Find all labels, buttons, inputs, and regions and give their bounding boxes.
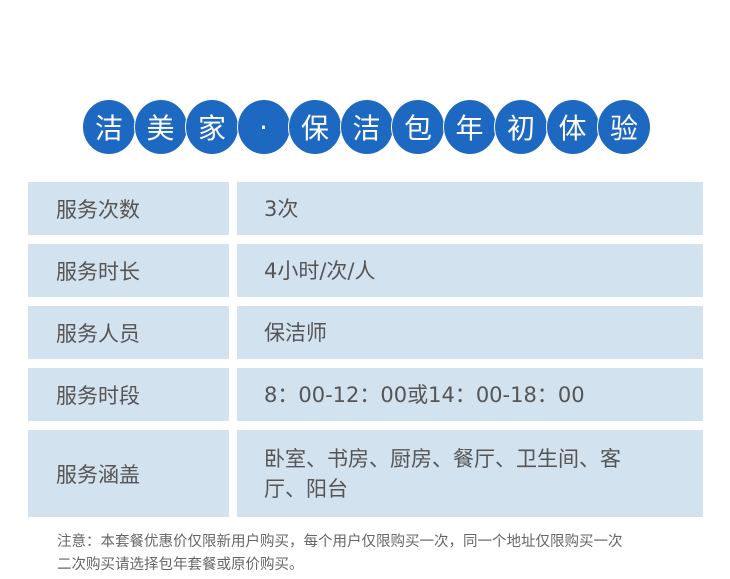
row-value: 保洁师 [237, 306, 703, 359]
title-char: 包 [391, 99, 445, 155]
row-value: 8：00-12：00或14：00-18：00 [237, 368, 703, 421]
table-row: 服务涵盖 卧室、书房、厨房、餐厅、卫生间、客厅、阳台 [28, 430, 703, 517]
row-label: 服务次数 [28, 182, 229, 235]
title-char: 洁 [82, 99, 136, 155]
table-row: 服务次数 3次 [28, 182, 703, 235]
title-char: 验 [597, 99, 651, 155]
note-line: 二次购买请选择包年套餐或原价购买。 [57, 557, 304, 573]
row-value: 卧室、书房、厨房、餐厅、卫生间、客厅、阳台 [237, 430, 703, 517]
title-char: 家 [185, 99, 239, 155]
page-title: 洁 美 家 · 保 洁 包 年 初 体 验 [82, 99, 651, 155]
table-row: 服务时段 8：00-12：00或14：00-18：00 [28, 368, 703, 421]
table-row: 服务人员 保洁师 [28, 306, 703, 359]
row-value: 4小时/次/人 [237, 244, 703, 297]
title-char: 年 [442, 99, 497, 155]
title-char: · [236, 99, 291, 155]
row-label: 服务涵盖 [28, 430, 229, 517]
title-char: 初 [494, 99, 548, 155]
title-char: 美 [133, 99, 188, 155]
title-char: 体 [545, 99, 600, 155]
row-value: 3次 [237, 182, 703, 235]
note-line: 注意：本套餐优惠价仅限新用户购买，每个用户仅限购买一次，同一个地址仅限购买一次 [57, 534, 623, 550]
title-char: 洁 [339, 99, 394, 155]
row-label: 服务人员 [28, 306, 229, 359]
note: 注意：本套餐优惠价仅限新用户购买，每个用户仅限购买一次，同一个地址仅限购买一次 … [57, 531, 623, 577]
row-label: 服务时段 [28, 368, 229, 421]
title-char: 保 [288, 99, 342, 155]
row-label: 服务时长 [28, 244, 229, 297]
table-row: 服务时长 4小时/次/人 [28, 244, 703, 297]
